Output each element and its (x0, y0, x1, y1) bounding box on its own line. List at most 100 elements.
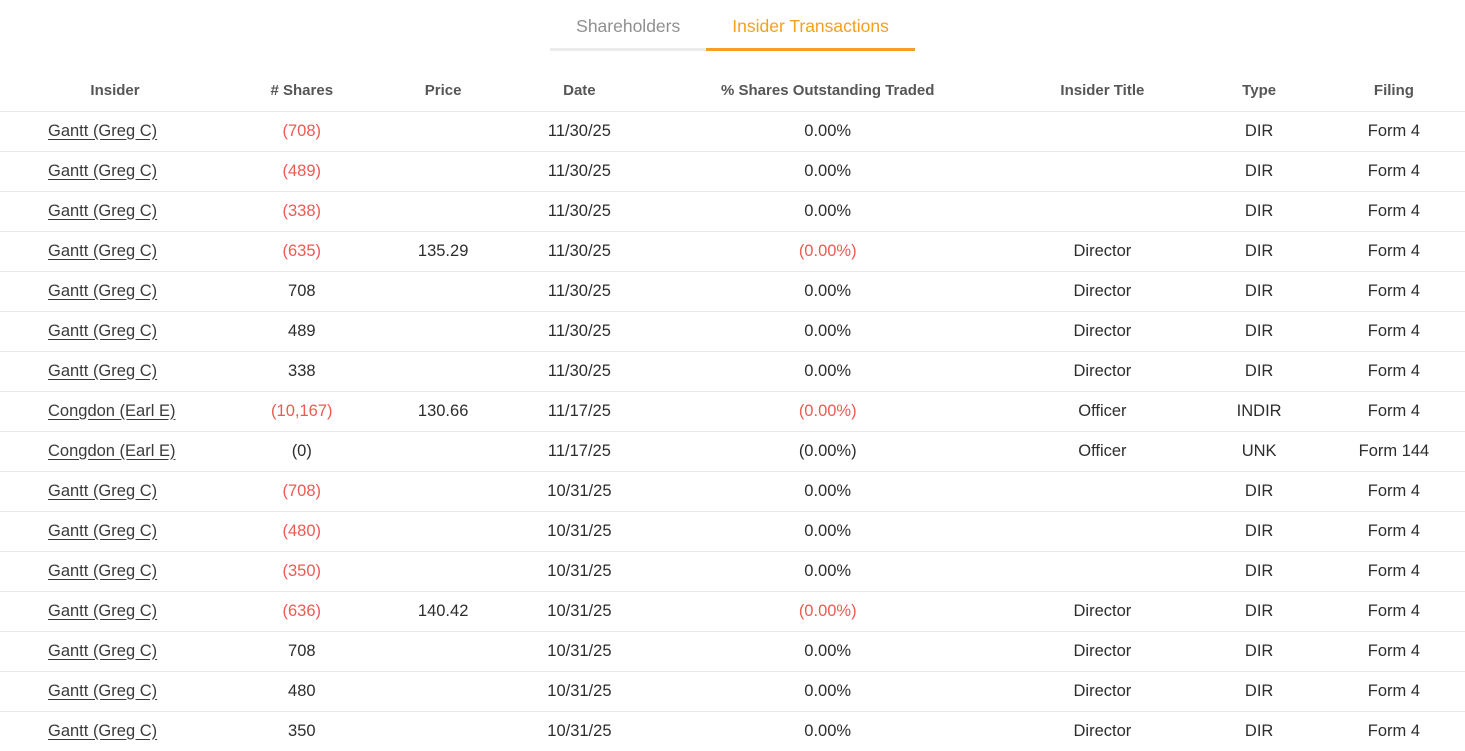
insider-transactions-table: Insider # Shares Price Date % Shares Outstan… (0, 71, 1465, 751)
cell-filing: Form 4 (1322, 230, 1465, 271)
insider-link[interactable]: Gantt (Greg C) (48, 321, 158, 340)
cell-shares: 708 (230, 630, 374, 671)
cell-price (373, 670, 513, 711)
insider-link[interactable]: Gantt (Greg C) (48, 361, 158, 380)
cell-shares: 350 (230, 710, 374, 751)
cell-pct: 0.00% (646, 470, 1010, 511)
column-header-filing: Filing (1373, 82, 1414, 100)
cell-pct: 0.00% (646, 510, 1010, 551)
cell-type: DIR (1195, 190, 1323, 231)
cell-pct: (0.00%) (646, 430, 1010, 471)
cell-pct: 0.00% (646, 110, 1010, 151)
column-header-price: Price (424, 82, 462, 100)
cell-filing: Form 4 (1322, 110, 1465, 151)
cell-date: 10/31/25 (512, 470, 647, 511)
cell-title: Director (1009, 310, 1196, 351)
cell-title (1009, 550, 1196, 591)
cell-filing: Form 4 (1322, 350, 1465, 391)
cell-shares: (635) (230, 230, 374, 271)
cell-date: 10/31/25 (512, 550, 647, 591)
cell-type: DIR (1195, 110, 1323, 151)
cell-type: DIR (1195, 710, 1323, 751)
cell-filing: Form 144 (1322, 430, 1465, 471)
insider-link[interactable]: Gantt (Greg C) (48, 521, 158, 540)
cell-date: 11/30/25 (512, 310, 647, 351)
cell-insider: Gantt (Greg C) (0, 470, 230, 511)
cell-title: Director (1009, 270, 1196, 311)
cell-price: 140.42 (373, 590, 513, 631)
cell-date: 10/31/25 (512, 670, 647, 711)
insider-link[interactable]: Gantt (Greg C) (48, 601, 158, 620)
cell-shares: 708 (230, 270, 374, 311)
cell-filing: Form 4 (1322, 510, 1465, 551)
cell-title (1009, 150, 1196, 191)
table-row: Gantt (Greg C) 350 10/31/25 0.00% Director DI… (0, 710, 1465, 751)
insider-link[interactable]: Gantt (Greg C) (48, 161, 158, 180)
cell-insider: Gantt (Greg C) (0, 550, 230, 591)
insider-link[interactable]: Gantt (Greg C) (48, 641, 158, 660)
cell-title: Director (1009, 590, 1196, 631)
cell-type: DIR (1195, 350, 1323, 391)
cell-insider: Gantt (Greg C) (0, 190, 230, 231)
cell-title: Director (1009, 630, 1196, 671)
cell-filing: Form 4 (1322, 630, 1465, 671)
cell-type: DIR (1195, 230, 1323, 271)
insider-link[interactable]: Gantt (Greg C) (48, 481, 158, 500)
cell-type: DIR (1195, 590, 1323, 631)
cell-type: DIR (1195, 150, 1323, 191)
table-row: Gantt (Greg C) (708) 10/31/25 0.00% DIR Form … (0, 470, 1465, 511)
table-row: Gantt (Greg C) (708) 11/30/25 0.00% DIR Form … (0, 110, 1465, 151)
cell-shares: (489) (230, 150, 374, 191)
cell-type: DIR (1195, 550, 1323, 591)
insider-link[interactable]: Gantt (Greg C) (48, 241, 158, 260)
cell-shares: 338 (230, 350, 374, 391)
cell-insider: Gantt (Greg C) (0, 710, 230, 751)
cell-pct: 0.00% (646, 310, 1010, 351)
table-header-row: Insider # Shares Price Date % Shares Outstan… (0, 71, 1465, 111)
insider-link[interactable]: Gantt (Greg C) (48, 281, 158, 300)
insider-link[interactable]: Congdon (Earl E) (48, 401, 176, 420)
cell-pct: 0.00% (646, 710, 1010, 751)
column-header-pct: % Shares Outstanding Traded (721, 82, 935, 100)
tab-shareholders[interactable]: Shareholders (550, 14, 707, 51)
insider-link[interactable]: Gantt (Greg C) (48, 121, 158, 140)
cell-pct: (0.00%) (646, 230, 1010, 271)
cell-price (373, 550, 513, 591)
cell-title: Officer (1009, 390, 1196, 431)
column-header-insider: Insider (90, 82, 140, 100)
cell-type: DIR (1195, 270, 1323, 311)
cell-filing: Form 4 (1322, 310, 1465, 351)
table-row: Gantt (Greg C) 480 10/31/25 0.00% Director DI… (0, 670, 1465, 711)
insider-link[interactable]: Gantt (Greg C) (48, 681, 158, 700)
cell-price (373, 310, 513, 351)
cell-shares: (10,167) (230, 390, 374, 431)
cell-insider: Gantt (Greg C) (0, 110, 230, 151)
cell-filing: Form 4 (1322, 550, 1465, 591)
insider-link[interactable]: Gantt (Greg C) (48, 201, 158, 220)
cell-price (373, 430, 513, 471)
insider-link[interactable]: Gantt (Greg C) (48, 721, 158, 740)
cell-type: DIR (1195, 310, 1323, 351)
cell-shares: (338) (230, 190, 374, 231)
tab-bar: Shareholders Insider Transactions (0, 14, 1465, 51)
cell-date: 10/31/25 (512, 710, 647, 751)
cell-date: 10/31/25 (512, 630, 647, 671)
cell-price (373, 190, 513, 231)
cell-price (373, 710, 513, 751)
insider-link[interactable]: Gantt (Greg C) (48, 561, 158, 580)
cell-pct: 0.00% (646, 190, 1010, 231)
cell-price (373, 150, 513, 191)
cell-date: 11/30/25 (512, 270, 647, 311)
cell-shares: (350) (230, 550, 374, 591)
cell-date: 11/30/25 (512, 350, 647, 391)
table-row: Congdon (Earl E) (0) 11/17/25 (0.00%) Office… (0, 430, 1465, 471)
cell-shares: (708) (230, 470, 374, 511)
cell-date: 11/30/25 (512, 150, 647, 191)
tab-insider-transactions[interactable]: Insider Transactions (706, 14, 915, 51)
cell-date: 11/30/25 (512, 110, 647, 151)
table-row: Gantt (Greg C) (480) 10/31/25 0.00% DIR Form … (0, 510, 1465, 551)
cell-price (373, 350, 513, 391)
insider-link[interactable]: Congdon (Earl E) (48, 441, 176, 460)
cell-type: DIR (1195, 630, 1323, 671)
cell-shares: (636) (230, 590, 374, 631)
